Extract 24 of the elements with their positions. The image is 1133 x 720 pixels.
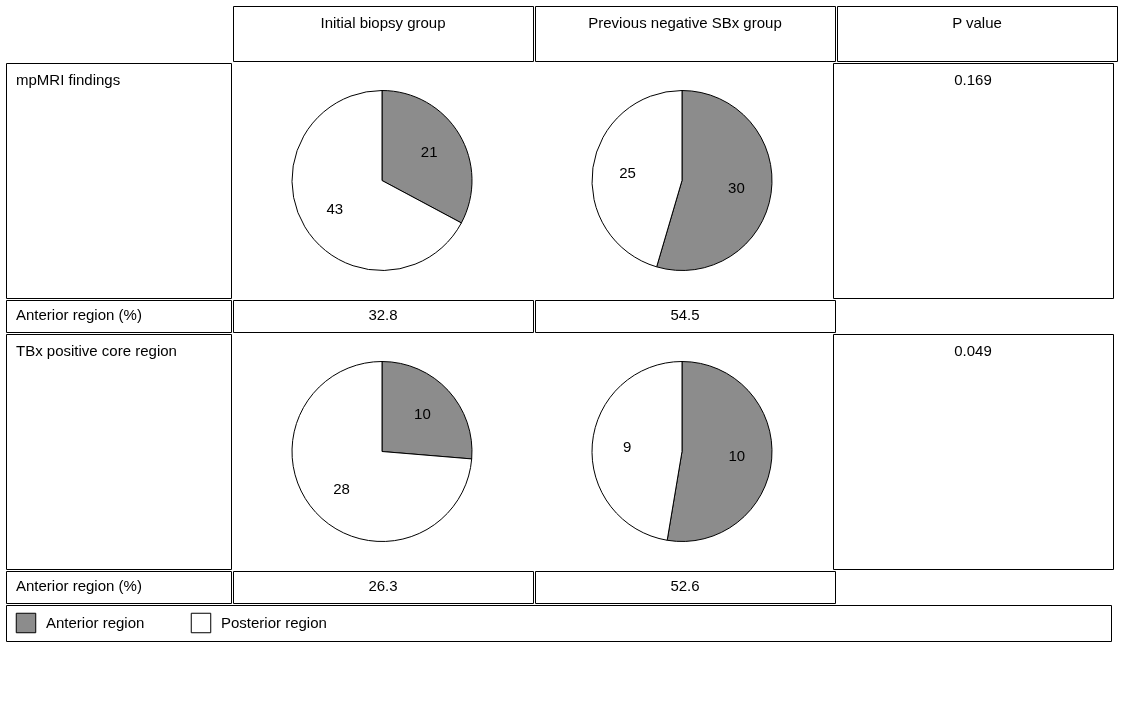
text: 54.5 [670,306,700,323]
text: Anterior region (%) [16,577,142,594]
text: 52.6 [670,577,700,594]
legend-label: Posterior region [221,614,327,631]
chart-title: Initial biopsy group [320,14,446,31]
text: TBx positive core region [16,342,177,359]
data-label: 30 [728,179,745,197]
data-label: 21 [420,143,438,161]
data-label: 10 [728,447,746,465]
text: 0.049 [954,342,992,359]
text: 32.8 [368,306,398,323]
data-label: 28 [333,479,350,497]
text: 0.169 [954,71,992,88]
text: Anterior region (%) [16,306,142,323]
data-label: 25 [619,163,636,181]
data-label: 43 [326,199,344,217]
data-label: 9 [623,437,632,455]
data-label: 10 [414,405,431,423]
text: mpMRI findings [16,71,121,88]
chart-title: Previous negative SBx group [588,14,782,31]
pie-slice [291,361,473,542]
text: 26.3 [368,577,398,594]
legend-label: Anterior region [46,614,145,631]
text: P value [952,14,1002,31]
